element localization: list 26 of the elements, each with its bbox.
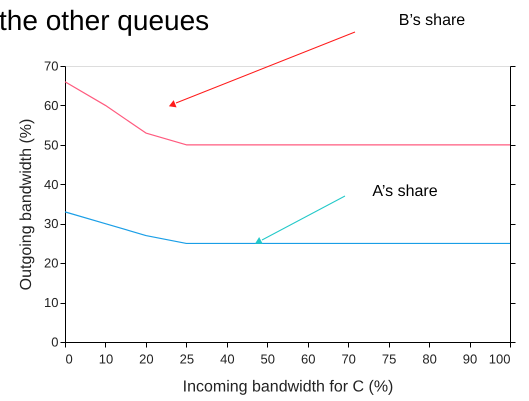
y-tick-label: 40 [44, 176, 58, 192]
text: B’s share [398, 12, 466, 29]
x-tick-label: 70 [341, 352, 356, 366]
x-tick-label: 0 [66, 352, 73, 366]
y-tick-label: 30 [44, 216, 58, 232]
x-tick-label: 10 [98, 352, 114, 366]
x-tick-label: 100 [488, 352, 510, 366]
x-axis-title: Incoming bandwidth for C (%) [182, 378, 394, 396]
y-tick-label: 10 [44, 295, 58, 310]
line-series [64, 81, 511, 146]
x-tick-label: 60 [300, 352, 316, 366]
x-tick-label: 75 [382, 352, 396, 366]
y-tick-label: 0 [51, 334, 58, 350]
x-tick-label: 80 [422, 352, 437, 366]
y-tick-label: 50 [44, 137, 58, 152]
x-tick-label: 40 [220, 352, 235, 366]
y-tick-label: 60 [44, 98, 58, 113]
x-tick-label: 50 [260, 352, 276, 366]
y-tick-label: 20 [44, 256, 58, 271]
y-tick-label: 70 [44, 58, 58, 74]
annotation: A’s share [372, 183, 438, 200]
x-tick-label: 25 [180, 352, 194, 366]
y-axis-title: Outgoing bandwidth (%) [18, 118, 36, 290]
x-tick-label: 20 [139, 352, 154, 366]
x-tick-label: 90 [462, 352, 478, 366]
line-series [64, 211, 511, 244]
